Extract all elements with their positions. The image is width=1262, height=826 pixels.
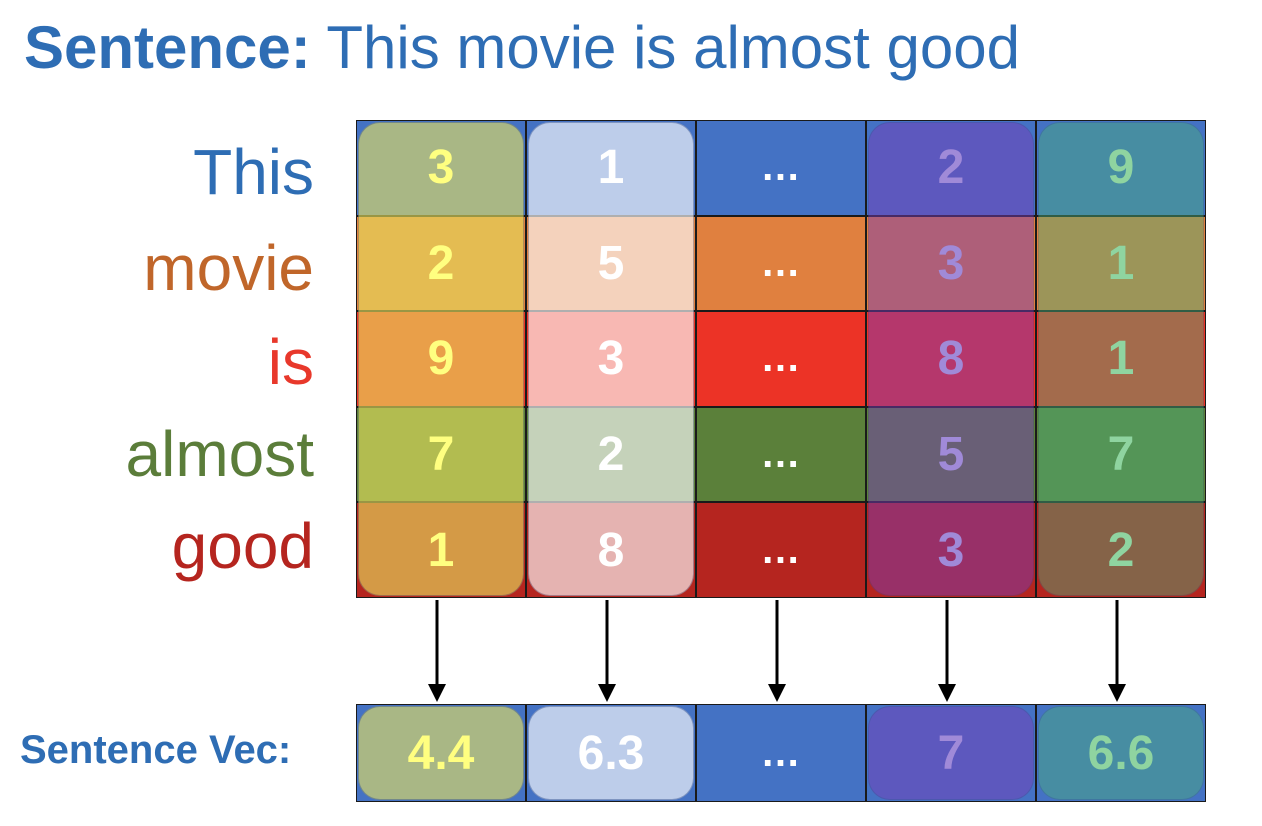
matrix-cell [696,406,866,503]
matrix-cell [696,502,866,598]
sentence-vec-label: Sentence Vec: [20,728,292,772]
vec-cell [696,704,866,802]
vec-value: 7 [937,726,965,780]
sentence-title-label: Sentence: [24,14,311,81]
matrix-cell [696,215,866,312]
matrix-value: 2 [937,141,965,195]
vec-value: … [760,730,802,775]
matrix-cell [866,502,1036,598]
matrix-cell [1036,215,1206,312]
matrix-value: 1 [1107,332,1135,386]
matrix-value: 2 [1107,523,1135,577]
matrix-cell [1036,120,1206,216]
matrix-value: 2 [427,236,455,290]
matrix-value: 8 [937,332,965,386]
matrix-value: 1 [427,523,455,577]
vec-cell [1036,704,1206,802]
vec-value: 4.4 [407,726,475,780]
matrix-value: 1 [1107,236,1135,290]
word-label-good: good [171,510,314,582]
matrix-value: 2 [597,428,625,482]
word-label-is: is [267,326,314,398]
matrix-value: 9 [427,332,455,386]
arrow-head [598,684,616,702]
vec-cell [866,704,1036,802]
matrix-value: 3 [427,141,455,195]
matrix-value: … [760,240,802,285]
matrix-cell [866,215,1036,312]
vec-value: 6.6 [1087,726,1155,780]
matrix-cell [696,120,866,216]
matrix-value: 3 [597,332,625,386]
sentence-title-text: This movie is almost good [326,14,1020,81]
matrix-value: 3 [937,523,965,577]
vec-value: 6.3 [577,726,645,780]
arrow-head [1108,684,1126,702]
matrix-value: 5 [597,236,625,290]
word-label-almost: almost [125,418,315,490]
matrix-value: 9 [1107,141,1135,195]
matrix-value: 5 [937,428,965,482]
arrow-head [938,684,956,702]
sentence-title: Sentence: This movie is almost good [24,8,1020,88]
matrix-cell [1036,502,1206,598]
matrix-cell [696,311,866,407]
matrix-value: 7 [427,428,455,482]
matrix-cell [1036,406,1206,503]
matrix-cell [866,120,1036,216]
matrix-value: … [760,336,802,381]
matrix-value: 1 [597,141,625,195]
matrix-value: … [760,432,802,477]
word-label-this: This [193,136,314,208]
matrix-value: … [760,527,802,572]
matrix-value: 8 [597,523,625,577]
matrix-value: 7 [1107,428,1135,482]
matrix-value: 3 [937,236,965,290]
arrow-head [768,684,786,702]
matrix-value: … [760,145,802,190]
word-label-movie: movie [143,232,314,304]
matrix-cell [1036,311,1206,407]
arrow-head [428,684,446,702]
matrix-cell [866,406,1036,503]
matrix-cell [866,311,1036,407]
